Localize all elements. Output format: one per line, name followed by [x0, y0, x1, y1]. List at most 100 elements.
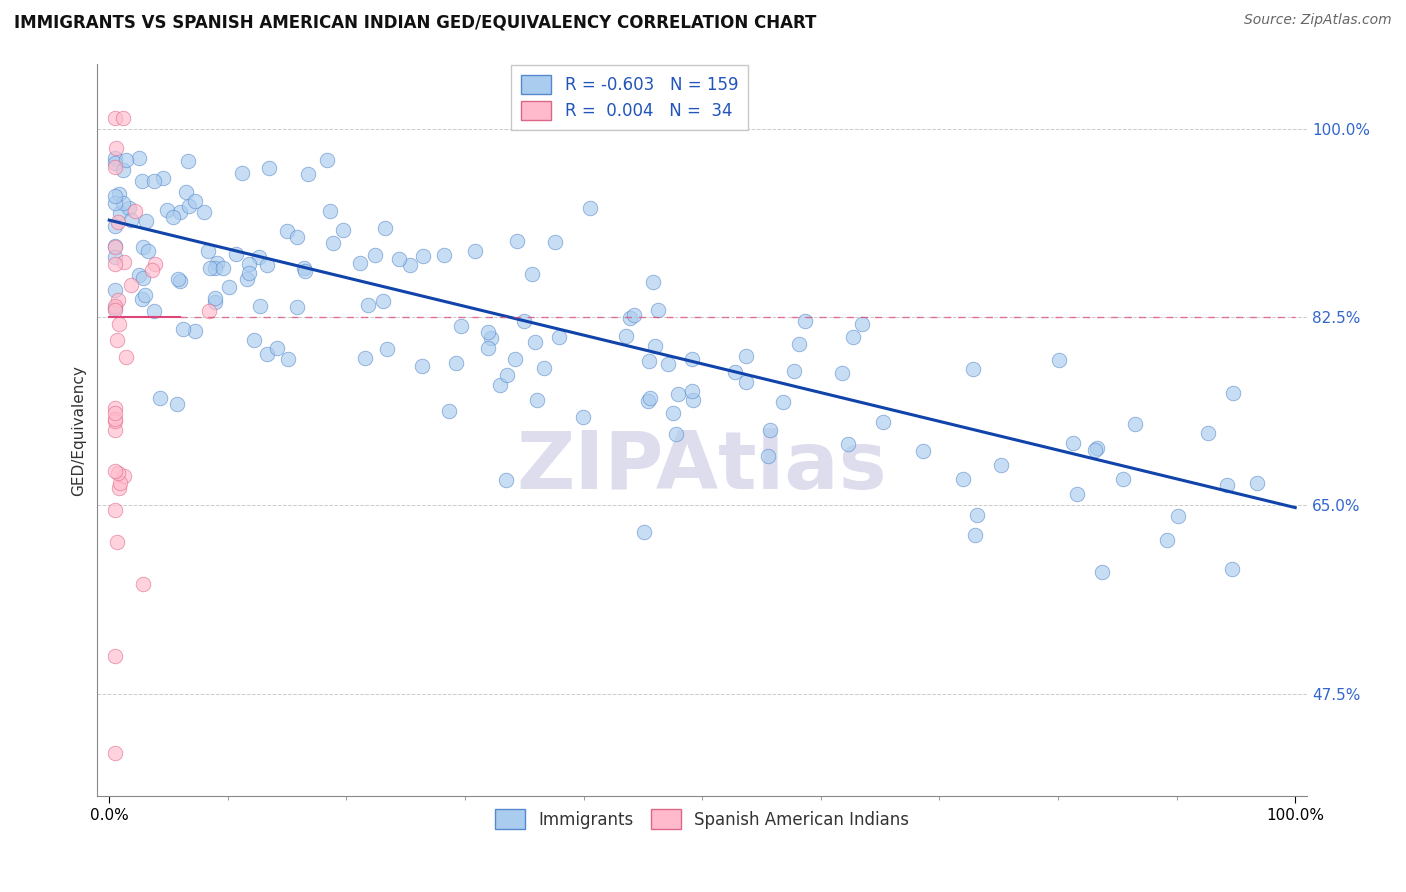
- Point: [544, 235, 567, 250]
- Point: [647, 303, 669, 318]
- Point: [169, 204, 191, 219]
- Point: [665, 427, 688, 442]
- Point: [332, 223, 354, 237]
- Point: [104, 301, 127, 315]
- Point: [108, 318, 131, 332]
- Point: [135, 214, 157, 228]
- Point: [104, 746, 127, 760]
- Point: [198, 303, 221, 318]
- Point: [963, 528, 986, 542]
- Point: [107, 466, 129, 480]
- Point: [387, 252, 409, 266]
- Point: [108, 186, 131, 201]
- Point: [1216, 478, 1239, 492]
- Point: [437, 404, 460, 418]
- Point: [107, 293, 129, 307]
- Point: [1125, 417, 1147, 431]
- Legend: Immigrants, Spanish American Indians: Immigrants, Spanish American Indians: [489, 803, 915, 835]
- Point: [354, 351, 377, 365]
- Point: [724, 365, 747, 379]
- Point: [479, 331, 502, 345]
- Point: [104, 196, 127, 211]
- Point: [198, 261, 221, 276]
- Point: [962, 362, 984, 376]
- Text: IMMIGRANTS VS SPANISH AMERICAN INDIAN GED/EQUIVALENCY CORRELATION CHART: IMMIGRANTS VS SPANISH AMERICAN INDIAN GE…: [14, 13, 817, 31]
- Point: [166, 397, 188, 411]
- Point: [633, 525, 655, 540]
- Point: [374, 221, 396, 235]
- Point: [145, 257, 167, 271]
- Point: [952, 472, 974, 486]
- Point: [132, 576, 155, 591]
- Point: [966, 508, 988, 522]
- Point: [433, 248, 456, 262]
- Point: [176, 154, 198, 169]
- Point: [489, 377, 512, 392]
- Point: [681, 384, 703, 398]
- Point: [512, 314, 534, 328]
- Point: [637, 353, 659, 368]
- Point: [108, 476, 131, 491]
- Point: [294, 264, 316, 278]
- Point: [107, 333, 129, 347]
- Point: [211, 261, 233, 276]
- Point: [104, 161, 127, 175]
- Point: [682, 392, 704, 407]
- Point: [794, 314, 817, 328]
- Point: [322, 235, 344, 250]
- Point: [115, 153, 138, 168]
- Point: [225, 246, 247, 260]
- Point: [167, 272, 190, 286]
- Point: [205, 256, 228, 270]
- Point: [105, 141, 128, 155]
- Point: [104, 239, 127, 253]
- Point: [256, 347, 278, 361]
- Point: [115, 350, 138, 364]
- Point: [1084, 443, 1107, 458]
- Point: [990, 458, 1012, 472]
- Point: [837, 436, 859, 450]
- Point: [579, 201, 602, 215]
- Point: [375, 343, 398, 357]
- Point: [506, 235, 529, 249]
- Point: [104, 401, 127, 416]
- Point: [156, 203, 179, 218]
- Point: [1066, 487, 1088, 501]
- Point: [104, 649, 127, 664]
- Point: [912, 444, 935, 458]
- Point: [681, 352, 703, 367]
- Point: [104, 240, 127, 254]
- Point: [162, 211, 184, 225]
- Point: [249, 299, 271, 313]
- Point: [349, 256, 371, 270]
- Point: [131, 174, 153, 188]
- Point: [276, 224, 298, 238]
- Point: [104, 151, 127, 165]
- Point: [363, 248, 385, 262]
- Point: [104, 503, 127, 517]
- Point: [204, 294, 226, 309]
- Point: [131, 239, 153, 253]
- Point: [643, 275, 665, 289]
- Point: [496, 368, 519, 383]
- Point: [872, 415, 894, 429]
- Point: [1156, 533, 1178, 547]
- Point: [143, 304, 166, 318]
- Point: [1111, 472, 1133, 486]
- Point: [503, 351, 526, 366]
- Point: [520, 267, 543, 281]
- Point: [152, 171, 174, 186]
- Point: [831, 366, 853, 380]
- Point: [104, 412, 127, 426]
- Point: [637, 394, 659, 409]
- Point: [172, 321, 194, 335]
- Y-axis label: GED/Equivalency: GED/Equivalency: [72, 365, 86, 496]
- Point: [616, 329, 638, 343]
- Point: [495, 473, 517, 487]
- Point: [104, 406, 127, 420]
- Point: [197, 244, 219, 258]
- Point: [1062, 436, 1084, 450]
- Point: [141, 263, 163, 277]
- Point: [120, 212, 142, 227]
- Point: [149, 391, 172, 405]
